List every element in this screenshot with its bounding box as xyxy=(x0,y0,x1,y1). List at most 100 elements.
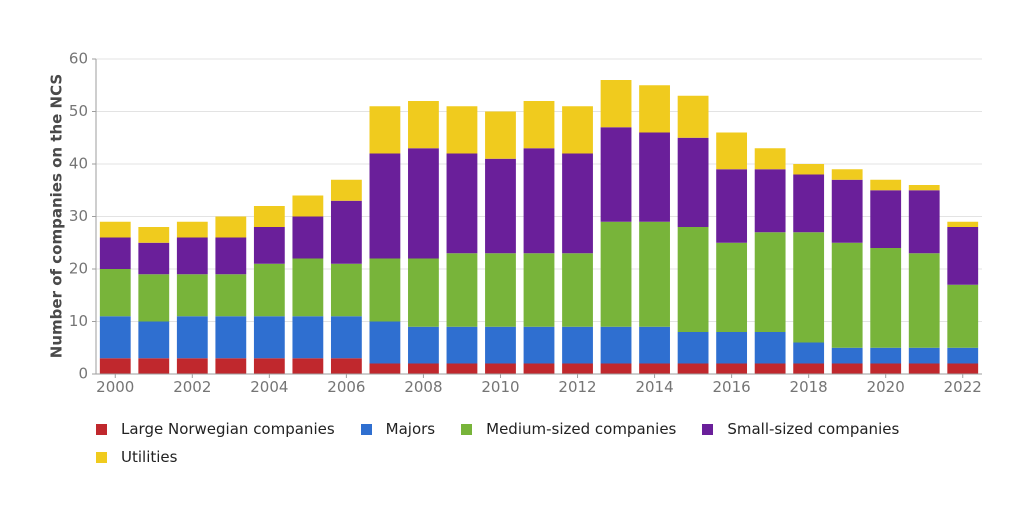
legend-item: Utilities xyxy=(96,446,177,468)
bar-segment xyxy=(908,190,940,254)
bar-segment xyxy=(870,248,902,348)
bar-segment xyxy=(523,101,555,149)
legend-swatch xyxy=(702,423,714,435)
bar-segment xyxy=(677,332,709,364)
bar-segment xyxy=(99,358,131,374)
legend-label: Large Norwegian companies xyxy=(121,420,335,438)
bar-segment xyxy=(215,216,247,238)
bar-stack-2010 xyxy=(485,111,516,374)
y-tick-label: 50 xyxy=(69,102,88,120)
bar-segment xyxy=(138,242,170,275)
bar-segment xyxy=(831,169,863,180)
bar-segment xyxy=(99,221,131,238)
bar-segment xyxy=(716,169,748,243)
bar-segment xyxy=(562,153,593,254)
bar-segment xyxy=(292,358,324,374)
bar-stack-2003 xyxy=(215,216,247,374)
bar-segment xyxy=(215,358,247,374)
bar-segment xyxy=(485,326,516,364)
x-tick-label: 2006 xyxy=(327,378,365,396)
bar-segment xyxy=(677,363,709,374)
bar-stack-2004 xyxy=(253,206,285,374)
legend-swatch xyxy=(96,423,107,435)
bar-segment xyxy=(176,316,208,359)
bar-segment xyxy=(446,106,478,154)
bar-segment xyxy=(562,106,593,154)
bar-segment xyxy=(408,148,439,259)
bar-segment xyxy=(639,132,670,222)
bar-segment xyxy=(677,137,709,227)
bar-segment xyxy=(793,342,825,364)
bar-stack-2018 xyxy=(793,164,825,374)
bar-segment xyxy=(870,190,902,248)
bar-segment xyxy=(408,258,439,327)
bar-segment xyxy=(330,200,362,264)
bar-stack-2008 xyxy=(408,101,439,374)
bar-segment xyxy=(99,316,131,359)
x-tick-labels: 2000 2002 2004 2006 2008 2010 2012 2014 2016 2018… xyxy=(96,378,982,396)
legend-swatch xyxy=(96,451,107,463)
bar-segment xyxy=(292,258,324,317)
bar-stack-2011 xyxy=(523,101,555,374)
bar-segment xyxy=(793,174,825,233)
bar-stack-2007 xyxy=(369,106,401,374)
x-tick-label: 2002 xyxy=(173,378,211,396)
bar-stack-2016 xyxy=(716,132,748,374)
bar-segment xyxy=(908,363,940,374)
bar-segment xyxy=(870,179,902,191)
bar-segment xyxy=(754,148,786,170)
bar-segment xyxy=(716,332,748,364)
legend-item: Medium-sized companies xyxy=(461,418,676,440)
bar-segment xyxy=(176,221,208,238)
bar-segment xyxy=(793,164,825,175)
bar-stack-2013 xyxy=(600,80,632,374)
bar-segment xyxy=(446,363,478,374)
bar-stack-2000 xyxy=(99,221,131,374)
bar-stack-2021 xyxy=(908,185,940,374)
bar-stack-2012 xyxy=(562,106,593,374)
bar-segment xyxy=(716,242,748,332)
bar-segment xyxy=(408,363,439,374)
bar-segment xyxy=(253,358,285,374)
bar-stack-2017 xyxy=(754,148,786,374)
bar-stack-2001 xyxy=(138,227,170,374)
legend-swatch xyxy=(461,423,473,435)
bar-segment xyxy=(754,232,786,332)
bar-segment xyxy=(253,263,285,317)
bar-segment xyxy=(215,237,247,275)
bar-segment xyxy=(639,326,670,364)
bar-segment xyxy=(947,227,979,285)
legend-item: Large Norwegian companies xyxy=(96,418,335,440)
bar-segment xyxy=(600,221,632,327)
bar-stack-2005 xyxy=(292,195,324,374)
bar-stack-2015 xyxy=(677,95,709,374)
legend-label: Utilities xyxy=(121,448,178,466)
bar-segment xyxy=(793,232,825,343)
bar-segment xyxy=(870,363,902,374)
legend-label: Medium-sized companies xyxy=(486,420,677,438)
x-tick-label: 2012 xyxy=(558,378,596,396)
bar-segment xyxy=(330,316,362,359)
bar-segment xyxy=(292,216,324,259)
bar-stack-2014 xyxy=(639,85,670,374)
bar-segment xyxy=(330,263,362,317)
legend-label: Small-sized companies xyxy=(727,420,900,438)
x-tick-label: 2018 xyxy=(790,378,828,396)
bar-segment xyxy=(947,347,979,364)
bar-segment xyxy=(831,363,863,374)
bar-segment xyxy=(176,274,208,317)
bar-segment xyxy=(908,185,940,191)
bar-segment xyxy=(369,363,401,374)
legend-item: Small-sized companies xyxy=(702,418,899,440)
axes xyxy=(92,58,982,378)
bar-segment xyxy=(639,363,670,374)
y-tick-label: 20 xyxy=(69,260,88,278)
bar-segment xyxy=(831,179,863,243)
bar-segment xyxy=(831,242,863,348)
bar-segment xyxy=(600,80,632,128)
bar-segment xyxy=(947,363,979,374)
bar-segment xyxy=(138,274,170,322)
bar-segment xyxy=(138,321,170,359)
bar-segment xyxy=(176,358,208,374)
